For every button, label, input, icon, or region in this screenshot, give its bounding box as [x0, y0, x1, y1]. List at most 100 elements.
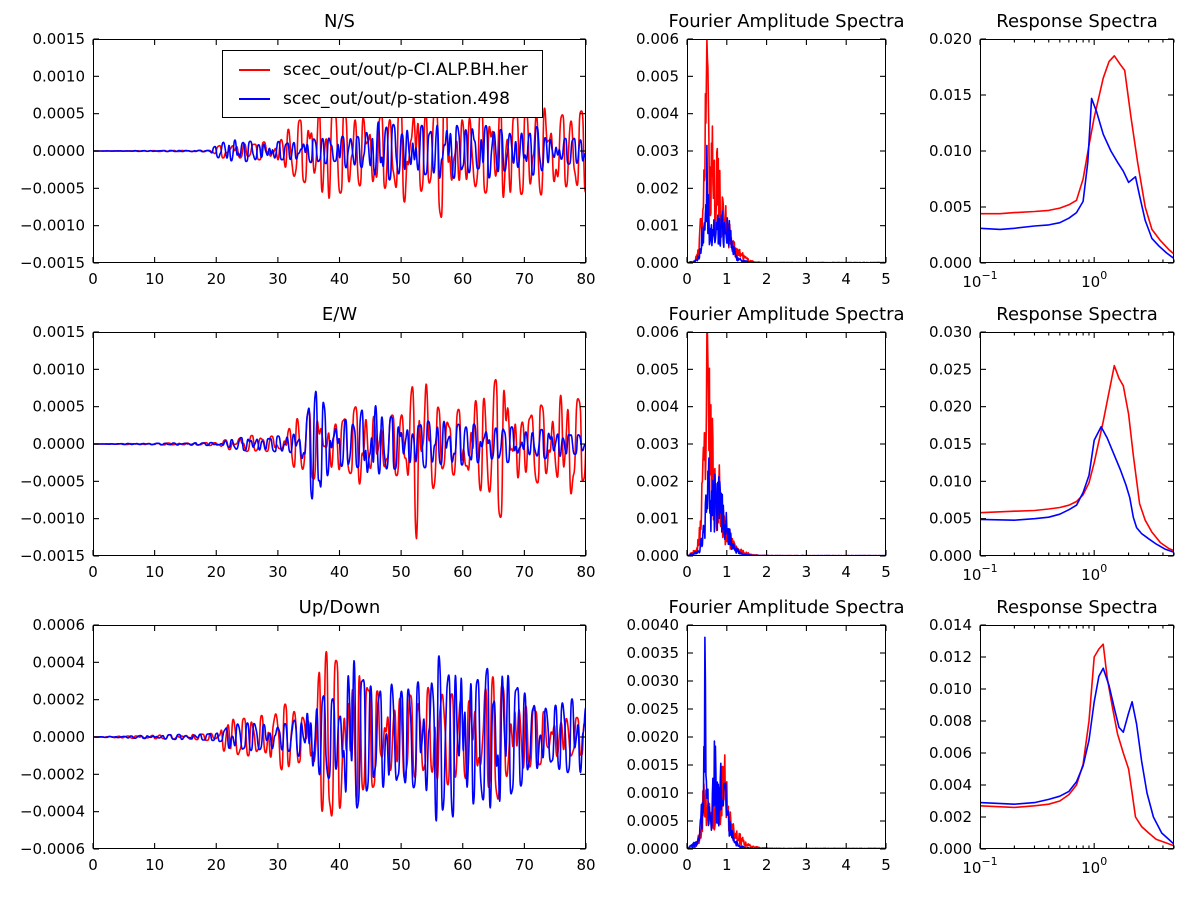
plot-ns-response-spectra: Response Spectra 10−1 100 0.000 0.005 0.010 0… [929, 11, 1175, 291]
svg-text:0.0006: 0.0006 [33, 616, 86, 634]
svg-text:2: 2 [762, 856, 772, 874]
plot-ew-seismogram: E/W 0 10 20 30 40 50 60 70 80 −0.0015 −0.0010 −0.00… [20, 304, 596, 581]
svg-text:3: 3 [802, 563, 812, 581]
svg-text:0.004: 0.004 [929, 776, 972, 794]
chart-canvas: 0 10 20 30 40 50 60 70 80 −0.0015 −0.0010 −0.0005 0.… [20, 30, 596, 288]
svg-text:0.0000: 0.0000 [33, 142, 86, 160]
svg-text:100: 100 [1081, 562, 1107, 584]
svg-text:0.0010: 0.0010 [33, 67, 86, 85]
svg-text:0.008: 0.008 [929, 712, 972, 730]
svg-text:0: 0 [682, 563, 692, 581]
chart-canvas: 10−1 100 0.000 0.005 0.010 0.015 0.020 0.025 0.0… [929, 323, 1175, 584]
svg-text:0.002: 0.002 [636, 179, 679, 197]
svg-text:0.020: 0.020 [929, 398, 972, 416]
svg-text:70: 70 [515, 856, 534, 874]
svg-text:0.0005: 0.0005 [33, 105, 86, 123]
svg-text:2: 2 [762, 270, 772, 288]
svg-text:4: 4 [841, 270, 851, 288]
chart-canvas: 0 1 2 3 4 5 0.000 0.001 0.002 0.003 0.004 0.005 0.00… [636, 323, 891, 581]
plot-title: Fourier Amplitude Spectra [668, 597, 905, 618]
svg-text:0.002: 0.002 [929, 808, 972, 826]
svg-text:1: 1 [722, 856, 732, 874]
chart-canvas: 0 1 2 3 4 5 0.000 0.001 0.002 0.003 0.004 0.005 0.00… [636, 30, 891, 288]
svg-text:20: 20 [207, 563, 226, 581]
svg-text:0.0015: 0.0015 [627, 756, 680, 774]
legend-label: scec_out/out/p-station.498 [283, 88, 510, 109]
svg-text:0.010: 0.010 [929, 680, 972, 698]
svg-text:60: 60 [453, 563, 472, 581]
svg-text:0.030: 0.030 [929, 323, 972, 341]
svg-text:80: 80 [576, 856, 595, 874]
svg-text:0.006: 0.006 [636, 30, 679, 48]
svg-text:0.004: 0.004 [636, 105, 679, 123]
svg-text:−0.0010: −0.0010 [20, 510, 85, 528]
plot-ud-fourier-amplitude-spectra: Fourier Amplitude Spectra 0 1 2 3 4 5 0.0000 0.… [627, 597, 905, 874]
svg-text:2: 2 [762, 563, 772, 581]
plot-title: Fourier Amplitude Spectra [668, 304, 905, 325]
svg-text:0.0000: 0.0000 [33, 435, 86, 453]
svg-text:3: 3 [802, 856, 812, 874]
svg-text:0.006: 0.006 [929, 744, 972, 762]
svg-text:0.0005: 0.0005 [627, 812, 680, 830]
svg-text:5: 5 [881, 856, 891, 874]
chart-canvas: 0 1 2 3 4 5 0.0000 0.0005 0.0010 0.0015 0.0020 0.00… [627, 616, 891, 874]
svg-text:0: 0 [88, 856, 98, 874]
svg-text:0.0015: 0.0015 [33, 323, 86, 341]
svg-text:−0.0006: −0.0006 [20, 840, 85, 858]
chart-canvas: 0 10 20 30 40 50 60 70 80 −0.0006 −0.0004 −0.0002 0.… [20, 616, 596, 874]
svg-text:0.0010: 0.0010 [627, 784, 680, 802]
svg-text:0.014: 0.014 [929, 616, 972, 634]
svg-text:3: 3 [802, 270, 812, 288]
svg-text:0.002: 0.002 [636, 472, 679, 490]
svg-text:0.005: 0.005 [929, 198, 972, 216]
svg-text:0.006: 0.006 [636, 323, 679, 341]
legend-entry: scec_out/out/p-CI.ALP.BH.her [231, 55, 528, 84]
svg-text:80: 80 [576, 563, 595, 581]
svg-text:0.025: 0.025 [929, 360, 972, 378]
svg-text:0.0002: 0.0002 [33, 691, 86, 709]
svg-text:100: 100 [1081, 855, 1107, 877]
svg-text:0.015: 0.015 [929, 86, 972, 104]
svg-text:−0.0002: −0.0002 [20, 765, 85, 783]
svg-text:60: 60 [453, 270, 472, 288]
svg-text:0: 0 [88, 270, 98, 288]
plot-ns-fourier-amplitude-spectra: Fourier Amplitude Spectra 0 1 2 3 4 5 0.000 0.0… [636, 11, 904, 288]
svg-text:70: 70 [515, 563, 534, 581]
svg-text:0.001: 0.001 [636, 510, 679, 528]
plot-title: Up/Down [298, 597, 381, 618]
chart-canvas: 10−1 100 0.000 0.002 0.004 0.006 0.008 0.010 0.0… [929, 616, 1175, 877]
plot-title: Response Spectra [996, 11, 1158, 32]
svg-text:0.003: 0.003 [636, 142, 679, 160]
svg-text:0.010: 0.010 [929, 142, 972, 160]
svg-text:20: 20 [207, 270, 226, 288]
svg-text:−0.0004: −0.0004 [20, 803, 85, 821]
svg-text:5: 5 [881, 270, 891, 288]
plot-title: E/W [321, 304, 358, 325]
svg-text:0.0010: 0.0010 [33, 360, 86, 378]
svg-text:0.005: 0.005 [636, 67, 679, 85]
svg-text:0.000: 0.000 [929, 840, 972, 858]
plot-ns-seismogram: N/S 0 10 20 30 40 50 60 70 80 −0.0015 −0.0010 −0.00… [20, 11, 596, 288]
svg-text:4: 4 [841, 563, 851, 581]
svg-text:0.001: 0.001 [636, 217, 679, 235]
svg-text:40: 40 [330, 856, 349, 874]
svg-text:0: 0 [682, 270, 692, 288]
svg-text:0.005: 0.005 [929, 510, 972, 528]
chart-canvas: 10−1 100 0.000 0.005 0.010 0.015 0.020 [929, 30, 1175, 291]
svg-text:70: 70 [515, 270, 534, 288]
svg-text:50: 50 [392, 563, 411, 581]
svg-text:−0.0005: −0.0005 [20, 472, 85, 490]
svg-text:0.020: 0.020 [929, 30, 972, 48]
svg-text:0.0015: 0.0015 [33, 30, 86, 48]
svg-text:0.000: 0.000 [929, 254, 972, 272]
legend-entry: scec_out/out/p-station.498 [231, 84, 528, 113]
svg-text:−0.0005: −0.0005 [20, 179, 85, 197]
svg-text:0.0030: 0.0030 [627, 672, 680, 690]
svg-text:0.004: 0.004 [636, 398, 679, 416]
svg-text:10−1: 10−1 [962, 562, 997, 584]
plot-ew-fourier-amplitude-spectra: Fourier Amplitude Spectra 0 1 2 3 4 5 0.000 0.0… [636, 304, 904, 581]
svg-text:0.000: 0.000 [929, 547, 972, 565]
svg-text:0.0005: 0.0005 [33, 398, 86, 416]
svg-text:0.005: 0.005 [636, 360, 679, 378]
plot-ew-response-spectra: Response Spectra 10−1 100 0.000 0.005 0.010 0… [929, 304, 1175, 584]
